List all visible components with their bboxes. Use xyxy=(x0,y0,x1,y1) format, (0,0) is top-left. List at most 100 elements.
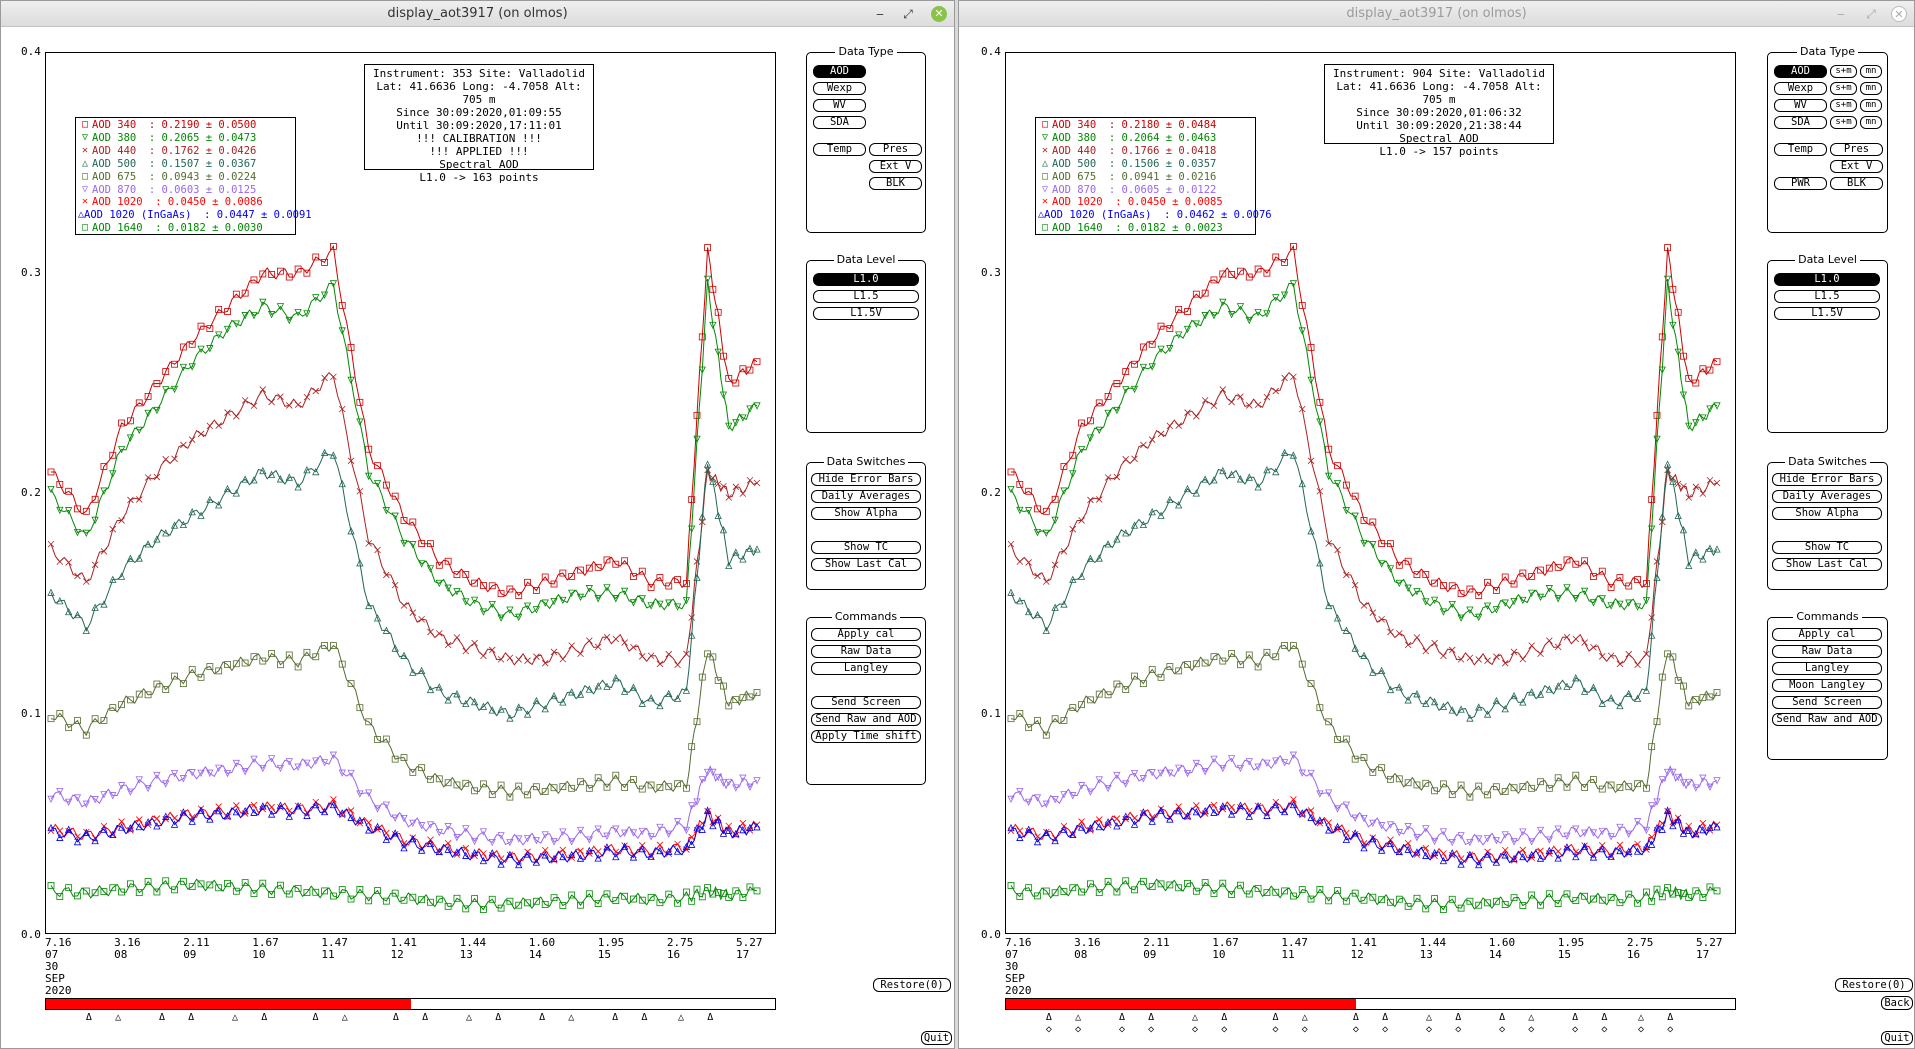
data-point xyxy=(1625,599,1633,607)
minimize-icon[interactable]: ‒ xyxy=(876,7,884,21)
data-point xyxy=(603,843,611,851)
temp-button[interactable]: Temp xyxy=(1774,143,1827,156)
timeline-diamond-icon: ◇ xyxy=(1601,1024,1608,1035)
data-point xyxy=(1263,310,1271,318)
data-point xyxy=(259,879,267,887)
show-alpha-button[interactable]: Show Alpha xyxy=(811,507,921,520)
moon-langley-button[interactable]: Moon Langley xyxy=(1772,679,1882,692)
send-screen-button[interactable]: Send Screen xyxy=(1772,696,1882,709)
data-point xyxy=(550,784,558,792)
l15-button[interactable]: L1.5 xyxy=(813,290,919,303)
sda-mn-button[interactable]: mn xyxy=(1860,116,1882,129)
data-point xyxy=(1519,698,1527,706)
maximize-icon[interactable]: ⤢ xyxy=(1866,7,1876,21)
data-point xyxy=(1692,784,1700,792)
data-point xyxy=(638,827,646,836)
data-point xyxy=(1713,358,1721,366)
daily-averages-button[interactable]: Daily Averages xyxy=(1772,490,1882,503)
l15v-button[interactable]: L1.5V xyxy=(1774,307,1880,320)
show-alpha-button[interactable]: Show Alpha xyxy=(1772,507,1882,520)
title-bar[interactable]: display_aot3917 (on olmos) ‒ ⤢ ✕ xyxy=(959,1,1914,27)
ext-v-button[interactable]: Ext V xyxy=(1830,160,1883,173)
data-point xyxy=(1298,327,1306,335)
raw-data-button[interactable]: Raw Data xyxy=(811,645,921,658)
apply-time-shift-button[interactable]: Apply Time shift xyxy=(811,730,921,743)
daily-averages-button[interactable]: Daily Averages xyxy=(811,490,921,503)
data-point xyxy=(1589,853,1598,861)
hide-error-bars-button[interactable]: Hide Error Bars xyxy=(1772,473,1882,486)
wv-mn-button[interactable]: mn xyxy=(1860,99,1882,112)
wv-sm-button[interactable]: s+m xyxy=(1830,99,1857,112)
wexp-button[interactable]: Wexp xyxy=(1774,82,1827,95)
sda-button[interactable]: SDA xyxy=(813,116,866,129)
restore-button[interactable]: Restore(0) xyxy=(1835,978,1913,992)
pwr-button[interactable]: PWR xyxy=(1774,177,1827,190)
show-tc-button[interactable]: Show TC xyxy=(811,541,921,554)
data-point xyxy=(1033,610,1042,619)
aod-sm-button[interactable]: s+m xyxy=(1830,65,1857,78)
wexp-mn-button[interactable]: mn xyxy=(1860,82,1882,95)
y-tick: 0.0 xyxy=(21,928,41,941)
data-point xyxy=(267,755,276,763)
data-point xyxy=(693,573,701,581)
data-point xyxy=(674,840,681,848)
back-button[interactable]: Back xyxy=(1881,996,1913,1010)
wv-button[interactable]: WV xyxy=(813,99,866,112)
send-screen-button[interactable]: Send Screen xyxy=(811,696,921,709)
sda-button[interactable]: SDA xyxy=(1774,116,1827,129)
plot-window-right: display_aot3917 (on olmos) ‒ ⤢ ✕ 0.4 0.3… xyxy=(958,0,1915,1049)
l15v-button[interactable]: L1.5V xyxy=(813,307,919,320)
data-point xyxy=(1307,895,1315,903)
data-point xyxy=(630,895,637,903)
l15-button[interactable]: L1.5 xyxy=(1774,290,1880,303)
show-last-cal-button[interactable]: Show Last Cal xyxy=(811,558,921,571)
l10-button[interactable]: L1.0 xyxy=(1774,273,1880,286)
timeline-bar[interactable] xyxy=(1005,998,1736,1010)
l10-button[interactable]: L1.0 xyxy=(813,273,919,286)
sda-sm-button[interactable]: s+m xyxy=(1830,116,1857,129)
data-point xyxy=(725,702,733,710)
y-tick: 0.1 xyxy=(981,707,1001,720)
hide-error-bars-button[interactable]: Hide Error Bars xyxy=(811,473,921,486)
quit-button[interactable]: Quit xyxy=(921,1031,952,1045)
data-point xyxy=(1519,596,1527,605)
show-last-cal-button[interactable]: Show Last Cal xyxy=(1772,558,1882,571)
langley-button[interactable]: Langley xyxy=(1772,662,1882,675)
data-point xyxy=(739,694,747,702)
minimize-icon[interactable]: ‒ xyxy=(1837,7,1845,21)
raw-data-button[interactable]: Raw Data xyxy=(1772,645,1882,658)
apply-cal-button[interactable]: Apply cal xyxy=(1772,628,1882,641)
aod-button[interactable]: AOD xyxy=(1774,65,1827,78)
close-icon[interactable]: ✕ xyxy=(1891,6,1907,22)
restore-button[interactable]: Restore(0) xyxy=(873,978,951,992)
aod-button[interactable]: AOD xyxy=(813,65,866,78)
data-point xyxy=(732,784,740,792)
pres-button[interactable]: Pres xyxy=(869,143,922,156)
pres-button[interactable]: Pres xyxy=(1830,143,1883,156)
data-point xyxy=(1333,614,1342,622)
wexp-button[interactable]: Wexp xyxy=(813,82,866,95)
wexp-sm-button[interactable]: s+m xyxy=(1830,82,1857,95)
timeline-bar[interactable] xyxy=(45,998,776,1010)
blk-button[interactable]: BLK xyxy=(869,177,922,190)
ext-v-button[interactable]: Ext V xyxy=(869,160,922,173)
maximize-icon[interactable]: ⤢ xyxy=(903,7,913,21)
blk-button[interactable]: BLK xyxy=(1830,177,1883,190)
quit-button[interactable]: Quit xyxy=(1881,1031,1913,1045)
data-point xyxy=(1210,312,1218,320)
show-tc-button[interactable]: Show TC xyxy=(1772,541,1882,554)
title-bar[interactable]: display_aot3917 (on olmos) ‒ ⤢ ✕ xyxy=(1,1,954,27)
data-point xyxy=(709,768,717,777)
aod-mn-button[interactable]: mn xyxy=(1860,65,1882,78)
close-icon[interactable]: ✕ xyxy=(931,6,947,22)
data-point xyxy=(1633,818,1642,826)
langley-button[interactable]: Langley xyxy=(811,662,921,675)
data-point xyxy=(47,823,55,832)
send-raw-and-aod-button[interactable]: Send Raw and AOD xyxy=(811,713,921,726)
apply-cal-button[interactable]: Apply cal xyxy=(811,628,921,641)
data-point xyxy=(232,320,240,328)
temp-button[interactable]: Temp xyxy=(813,143,866,156)
data-point xyxy=(665,830,673,838)
wv-button[interactable]: WV xyxy=(1774,99,1827,112)
send-raw-and-aod-button[interactable]: Send Raw and AOD xyxy=(1772,713,1882,726)
